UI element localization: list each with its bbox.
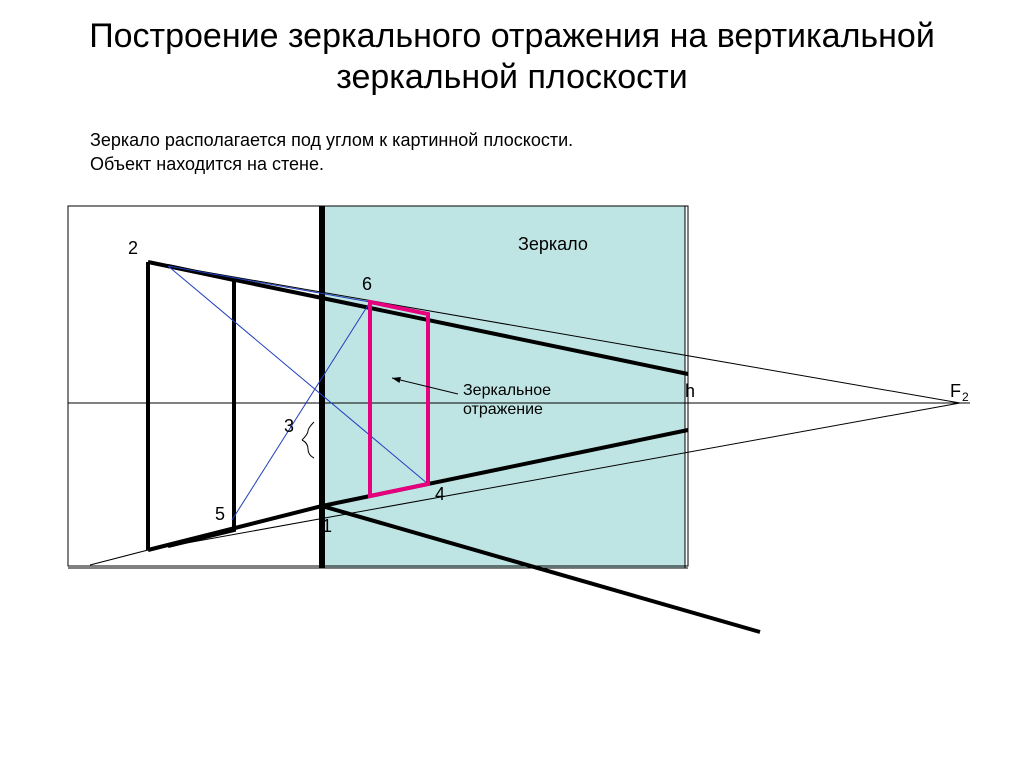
svg-text:3: 3: [284, 416, 294, 436]
svg-text:h: h: [685, 381, 695, 401]
svg-text:5: 5: [215, 504, 225, 524]
svg-text:отражение: отражение: [463, 401, 543, 418]
mirror-diagram: ЗеркалоЗеркальноеотражениеhF2123456: [60, 200, 980, 730]
svg-text:Зеркальное: Зеркальное: [463, 382, 551, 399]
title-text: Построение зеркального отражения на верт…: [89, 17, 935, 96]
page-title: Построение зеркального отражения на верт…: [0, 16, 1024, 98]
svg-text:Зеркало: Зеркало: [518, 234, 588, 254]
subtitle-line-1: Зеркало располагается под углом к картин…: [90, 130, 573, 150]
svg-text:4: 4: [435, 484, 445, 504]
svg-text:F: F: [950, 381, 961, 401]
svg-text:2: 2: [962, 390, 969, 404]
subtitle-line-2: Объект находится на стене.: [90, 154, 324, 174]
svg-text:1: 1: [322, 516, 332, 536]
svg-text:2: 2: [128, 238, 138, 258]
page-subtitle: Зеркало располагается под углом к картин…: [90, 128, 573, 177]
diagram-page: Построение зеркального отражения на верт…: [0, 0, 1024, 768]
svg-text:6: 6: [362, 274, 372, 294]
